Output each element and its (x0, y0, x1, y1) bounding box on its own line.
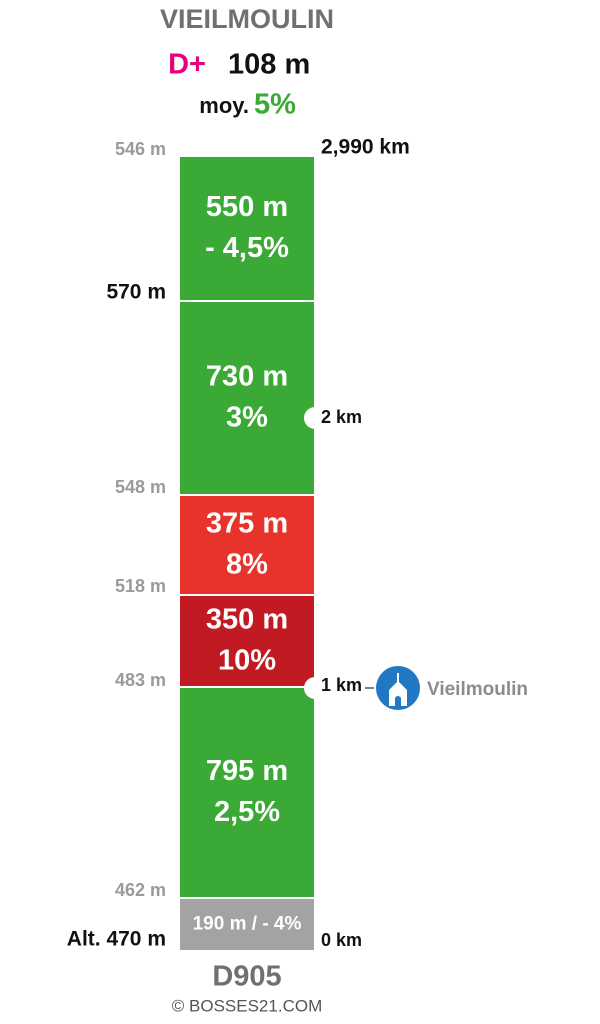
gain-value: 108 m (228, 49, 310, 81)
segment-length: 795 m (206, 755, 288, 787)
credit: © BOSSES21.COM (172, 996, 322, 1015)
segment-length: 730 m (206, 361, 288, 393)
segment-length: 550 m (206, 191, 288, 223)
landmark: Vieilmoulin (427, 679, 528, 700)
segment (180, 899, 314, 950)
distance: 2,990 km (321, 136, 410, 159)
altitude: 462 m (115, 880, 166, 900)
segment (180, 596, 314, 686)
segment (180, 688, 314, 897)
distance: 1 km (321, 675, 362, 695)
segment-grade: - 4,5% (205, 232, 289, 264)
segment-grade: 10% (218, 645, 276, 677)
segment-length: 375 m (206, 508, 288, 540)
distance: 0 km (321, 930, 362, 950)
notch (304, 677, 326, 699)
segment (180, 157, 314, 300)
average-value: 5% (254, 89, 296, 121)
segment-grade: 8% (226, 549, 268, 581)
altitude: 570 m (106, 281, 166, 304)
altitude: Alt. 470 m (67, 928, 166, 951)
altitude: 483 m (115, 670, 166, 690)
average-label: moy. (199, 93, 249, 118)
road: D905 (212, 961, 281, 993)
segment-length: 350 m (206, 604, 288, 636)
altitude: 546 m (115, 139, 166, 159)
segment (180, 302, 314, 494)
segment-grade: 2,5% (214, 796, 280, 828)
altitude: 518 m (115, 576, 166, 596)
segment-label: 190 m / - 4% (193, 914, 302, 935)
segment (180, 496, 314, 594)
distance: 2 km (321, 407, 362, 427)
notch (304, 407, 326, 429)
segment-grade: 3% (226, 402, 268, 434)
title: VIEILMOULIN (160, 4, 334, 34)
altitude: 548 m (115, 477, 166, 497)
landmark-icon (365, 666, 420, 710)
gain-label: D+ (168, 49, 206, 81)
